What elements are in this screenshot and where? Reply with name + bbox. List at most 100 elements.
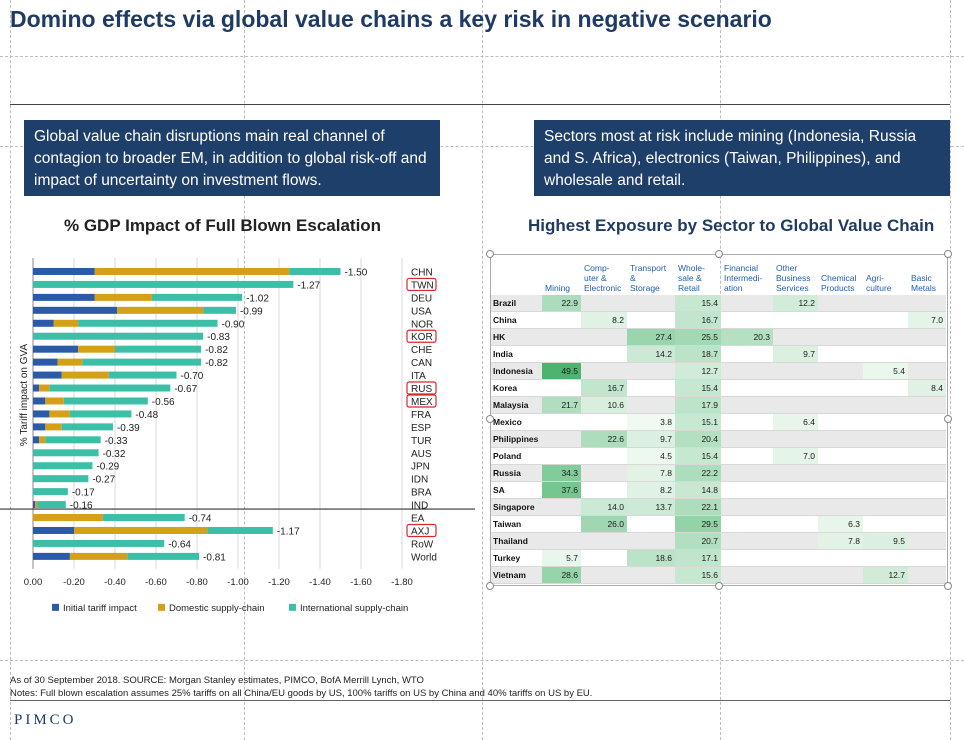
value-cell: 7.8 xyxy=(818,532,863,550)
value-cell: 15.6 xyxy=(675,566,721,584)
bar-segment xyxy=(78,319,218,327)
value-cell: 20.3 xyxy=(721,328,773,346)
value-cell xyxy=(818,430,863,448)
value-cell xyxy=(863,549,908,567)
value-cell: 5.7 xyxy=(542,549,581,567)
bar-value-label: -0.83 xyxy=(207,332,230,343)
value-cell xyxy=(581,447,627,465)
bar-segment xyxy=(63,397,148,405)
bar-segment xyxy=(61,371,109,379)
value-cell: 7.0 xyxy=(773,447,818,465)
guide-line xyxy=(244,0,245,740)
column-header-line: Basic xyxy=(911,273,932,283)
value-cell xyxy=(908,328,946,346)
column-header-line: Agri- xyxy=(866,273,884,283)
value-cell: 14.0 xyxy=(581,498,627,516)
value-cell xyxy=(908,413,946,431)
value-cell xyxy=(542,328,581,346)
bar-segment xyxy=(33,267,95,275)
value-cell xyxy=(721,430,773,448)
resize-handle[interactable] xyxy=(715,582,723,590)
title-divider xyxy=(10,104,950,105)
resize-handle[interactable] xyxy=(486,582,494,590)
value-cell xyxy=(721,481,773,499)
value-cell xyxy=(721,532,773,550)
value-cell xyxy=(721,498,773,516)
country-cell: Vietnam xyxy=(490,566,542,584)
x-tick-label: -1.40 xyxy=(309,577,331,588)
column-header-line: Business xyxy=(776,273,811,283)
guide-line xyxy=(10,0,11,740)
y-axis-label: % Tariff impact on GVA xyxy=(19,344,30,447)
column-header-line: ation xyxy=(724,283,743,293)
value-cell xyxy=(818,379,863,397)
country-cell: Russia xyxy=(490,464,542,482)
x-tick-label: -0.20 xyxy=(63,577,85,588)
value-cell xyxy=(542,532,581,550)
value-cell: 37.6 xyxy=(542,481,581,499)
value-cell: 12.7 xyxy=(675,362,721,380)
value-cell xyxy=(542,498,581,516)
legend-label: Domestic supply-chain xyxy=(169,603,265,614)
value-cell xyxy=(627,566,675,584)
value-cell: 21.7 xyxy=(542,396,581,414)
value-cell xyxy=(908,481,946,499)
bar-segment xyxy=(82,358,202,366)
value-cell xyxy=(908,447,946,465)
table-row: Brazil 22.9 15.4 12.2 xyxy=(490,295,946,312)
country-cell: Brazil xyxy=(490,295,542,312)
value-cell: 15.4 xyxy=(675,295,721,312)
value-cell xyxy=(863,413,908,431)
value-cell: 34.3 xyxy=(542,464,581,482)
guide-line xyxy=(0,146,964,147)
value-cell xyxy=(863,379,908,397)
legend-swatch xyxy=(158,603,165,611)
value-cell xyxy=(581,532,627,550)
bar-segment xyxy=(33,397,46,405)
bar-segment xyxy=(69,552,128,560)
column-header-line: Whole- xyxy=(678,263,705,273)
resize-handle[interactable] xyxy=(715,250,723,258)
value-cell xyxy=(773,396,818,414)
column-header-line: Products xyxy=(821,283,855,293)
bar-segment xyxy=(33,371,62,379)
resize-handle[interactable] xyxy=(486,250,494,258)
value-cell: 7.0 xyxy=(908,311,946,329)
value-cell xyxy=(581,295,627,312)
value-cell xyxy=(627,532,675,550)
value-cell xyxy=(773,481,818,499)
highlight-box xyxy=(406,523,437,538)
value-cell xyxy=(863,464,908,482)
country-cell: Korea xyxy=(490,379,542,397)
callout-left: Global value chain disruptions main real… xyxy=(24,120,440,196)
value-cell xyxy=(721,515,773,533)
column-header: Chemical Products xyxy=(818,254,863,295)
value-cell: 7.8 xyxy=(627,464,675,482)
bar-value-label: -0.16 xyxy=(70,501,93,512)
value-cell xyxy=(581,481,627,499)
bar-segment xyxy=(115,345,202,353)
column-header-line: Services xyxy=(776,283,809,293)
bar-segment xyxy=(33,488,68,496)
value-cell: 12.7 xyxy=(863,566,908,584)
value-cell: 3.8 xyxy=(627,413,675,431)
resize-handle[interactable] xyxy=(944,250,952,258)
value-cell: 9.7 xyxy=(627,430,675,448)
value-cell xyxy=(773,464,818,482)
country-cell: Poland xyxy=(490,447,542,465)
highlight-box xyxy=(406,394,437,408)
resize-handle[interactable] xyxy=(944,415,952,423)
guide-line xyxy=(482,0,483,740)
scenario-note: Notes: Full blown escalation assumes 25%… xyxy=(10,688,593,699)
bar-segment xyxy=(33,358,58,366)
bar-value-label: -0.74 xyxy=(189,514,212,525)
value-cell: 9.5 xyxy=(863,532,908,550)
bar-segment xyxy=(45,423,62,431)
resize-handle[interactable] xyxy=(486,415,494,423)
bar-segment xyxy=(108,371,177,379)
value-cell xyxy=(818,481,863,499)
value-cell xyxy=(581,345,627,363)
category-label: AXJ xyxy=(411,526,429,537)
bar-value-label: -1.50 xyxy=(345,267,368,278)
resize-handle[interactable] xyxy=(944,582,952,590)
